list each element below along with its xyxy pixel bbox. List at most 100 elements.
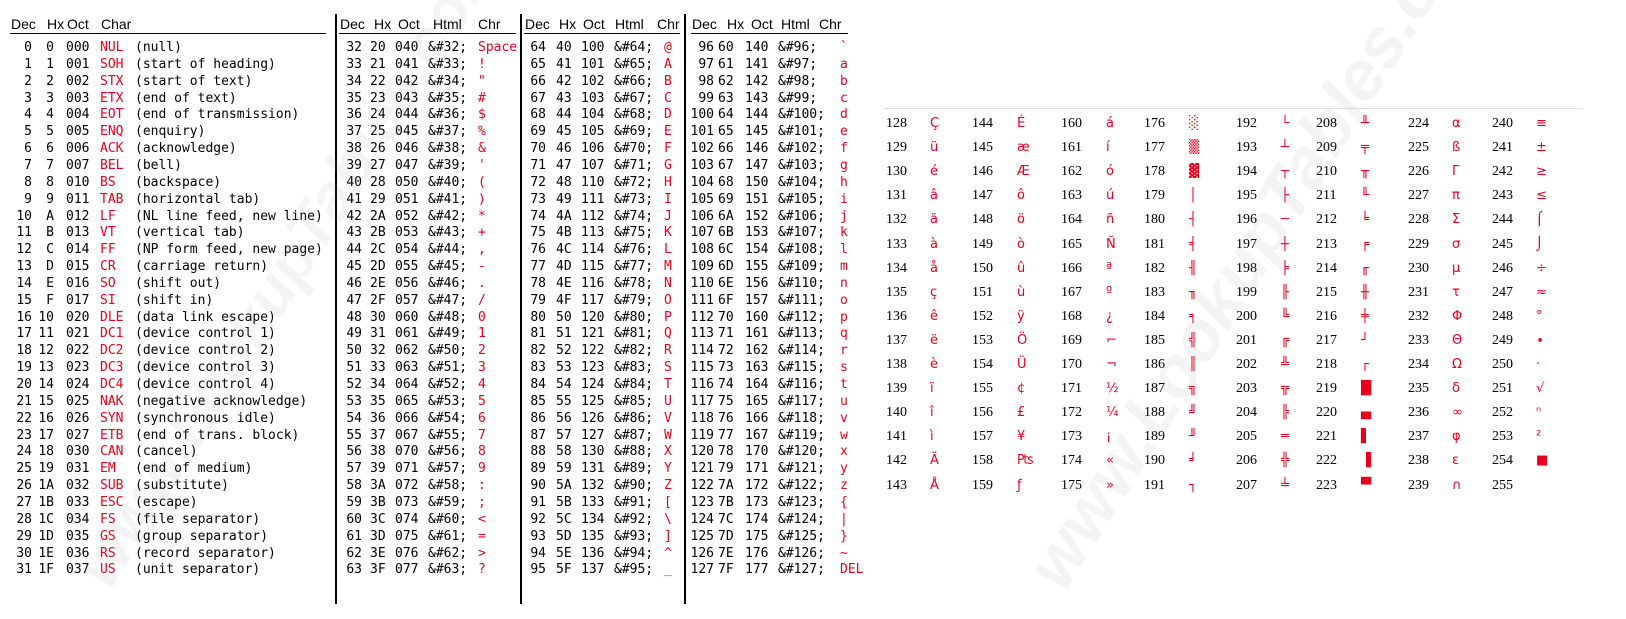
oct-cell: 174 xyxy=(745,511,769,527)
hex-cell: 34 xyxy=(370,377,386,392)
char-cell: ƒ xyxy=(1017,477,1022,493)
hex-cell: 71 xyxy=(718,326,734,342)
char-cell: * xyxy=(478,208,486,224)
dec-cell: 219 xyxy=(1316,381,1337,397)
html-code-cell: &#44; xyxy=(428,242,468,258)
description-cell: (group separator) xyxy=(135,528,269,544)
oct-cell: 165 xyxy=(745,393,769,409)
char-cell: 6 xyxy=(478,410,486,426)
hex-cell: 5C xyxy=(556,511,572,527)
dec-cell: 237 xyxy=(1408,429,1429,445)
oct-cell: 037 xyxy=(66,562,90,578)
column-header: Dec xyxy=(340,16,365,32)
char-cell: τ xyxy=(1452,284,1460,300)
description-cell: (NP form feed, new page) xyxy=(135,242,323,258)
html-code-cell: &#77; xyxy=(614,259,654,275)
char-cell: ¿ xyxy=(1106,308,1113,324)
dec-cell: 83 xyxy=(530,360,546,376)
oct-cell: 052 xyxy=(395,208,419,224)
dec-cell: 157 xyxy=(972,429,993,445)
oct-cell: 112 xyxy=(581,208,605,224)
hex-cell: 22 xyxy=(370,73,386,89)
hex-cell: 28 xyxy=(370,174,386,190)
description-cell: (shift out) xyxy=(135,275,222,291)
char-cell: J xyxy=(664,208,672,224)
char-cell: Ö xyxy=(1017,332,1028,348)
oct-cell: 141 xyxy=(745,56,769,72)
char-cell: ¼ xyxy=(1106,405,1119,421)
dec-cell: 191 xyxy=(1144,477,1165,493)
dec-cell: 140 xyxy=(886,405,907,421)
char-cell: ┼ xyxy=(1281,236,1289,252)
oct-cell: 076 xyxy=(395,545,419,561)
hex-cell: 56 xyxy=(556,410,572,426)
hex-cell: 58 xyxy=(556,444,572,460)
char-cell: º xyxy=(1106,284,1113,300)
dec-cell: 203 xyxy=(1236,381,1257,397)
hex-cell: 1B xyxy=(38,494,54,510)
hex-cell: 6D xyxy=(718,259,734,275)
html-code-cell: &#110; xyxy=(778,275,825,291)
char-cell: ≥ xyxy=(1536,164,1547,180)
oct-cell: 031 xyxy=(66,461,90,477)
char-cell: x xyxy=(840,444,848,460)
dec-cell: 165 xyxy=(1061,236,1082,252)
oct-cell: 122 xyxy=(581,343,605,359)
column-header: Chr xyxy=(478,16,501,32)
oct-cell: 137 xyxy=(581,562,605,578)
dec-cell: 208 xyxy=(1316,116,1337,131)
dec-cell: 158 xyxy=(972,453,993,469)
char-cell: ⌡ xyxy=(1536,236,1543,252)
dec-cell: 159 xyxy=(972,477,993,493)
html-code-cell: &#87; xyxy=(614,427,654,443)
oct-cell: 034 xyxy=(66,511,90,527)
html-code-cell: &#66; xyxy=(614,73,654,89)
dec-cell: 101 xyxy=(690,124,714,140)
dec-cell: 58 xyxy=(346,478,362,494)
dec-cell: 31 xyxy=(16,562,32,578)
oct-cell: 036 xyxy=(66,545,90,561)
dec-cell: 153 xyxy=(972,332,993,348)
char-cell: └ xyxy=(1281,116,1289,131)
char-cell: k xyxy=(840,225,848,241)
html-code-cell: &#76; xyxy=(614,242,654,258)
dec-cell: 99 xyxy=(698,90,714,106)
description-cell: (horizontal tab) xyxy=(135,191,261,207)
char-cell: ú xyxy=(1106,188,1115,204)
description-cell: (synchronous idle) xyxy=(135,410,276,426)
char-cell: £ xyxy=(1017,405,1026,421)
dec-cell: 255 xyxy=(1492,477,1513,493)
char-cell: B xyxy=(664,73,672,89)
dec-cell: 119 xyxy=(690,427,714,443)
hex-cell: 1D xyxy=(38,528,54,544)
dec-cell: 212 xyxy=(1316,212,1337,228)
dec-cell: 9 xyxy=(24,191,32,207)
dec-cell: 224 xyxy=(1408,116,1429,131)
char-cell: ù xyxy=(1017,284,1026,300)
char-cell: ╟ xyxy=(1281,284,1289,300)
char-cell: M xyxy=(664,259,672,275)
char-cell: ╝ xyxy=(1189,405,1197,421)
dec-cell: 57 xyxy=(346,461,362,477)
html-code-cell: &#74; xyxy=(614,208,654,224)
oct-cell: 155 xyxy=(745,259,769,275)
dec-cell: 131 xyxy=(886,188,907,204)
char-cell: ╒ xyxy=(1361,236,1369,252)
hex-cell: 38 xyxy=(370,444,386,460)
char-cell: Ç xyxy=(930,116,940,131)
header-underline xyxy=(10,33,326,34)
hex-cell: 43 xyxy=(556,90,572,106)
dec-cell: 79 xyxy=(530,292,546,308)
hex-cell: 5E xyxy=(556,545,572,561)
dec-cell: 230 xyxy=(1408,260,1429,276)
html-code-cell: &#73; xyxy=(614,191,654,207)
hex-cell: 2D xyxy=(370,259,386,275)
char-cell: a xyxy=(840,56,848,72)
html-code-cell: &#80; xyxy=(614,309,654,325)
dec-cell: 242 xyxy=(1492,164,1513,180)
html-code-cell: &#90; xyxy=(614,478,654,494)
char-cell: ▌ xyxy=(1361,429,1371,445)
char-cell: å xyxy=(930,260,938,276)
oct-cell: 127 xyxy=(581,427,605,443)
char-cell: X xyxy=(664,444,672,460)
